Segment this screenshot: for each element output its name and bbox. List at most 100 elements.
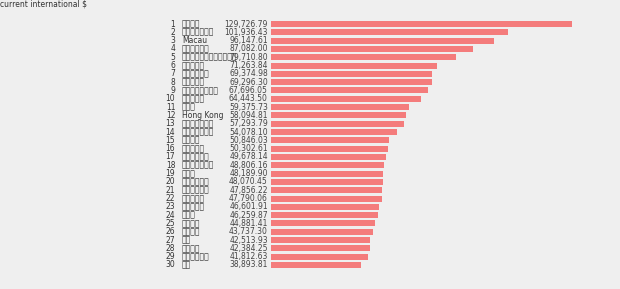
Text: 12: 12 [166,111,175,120]
Text: Hong Kong: Hong Kong [182,111,224,120]
Bar [271,121,404,127]
Text: 17: 17 [166,153,175,162]
Text: クウェート: クウェート [182,61,205,70]
Text: 49,678.14: 49,678.14 [229,153,268,162]
Text: ブルネイ・ダルサラーム国: ブルネイ・ダルサラーム国 [182,53,237,62]
Bar [271,212,378,218]
Text: 48,806.16: 48,806.16 [229,161,268,170]
Text: 16: 16 [166,144,175,153]
Bar [271,46,473,52]
Text: ベルギー: ベルギー [182,219,200,228]
Text: 1: 1 [170,20,175,29]
Text: 28: 28 [166,244,175,253]
Bar [271,262,361,268]
Bar [271,237,370,243]
Text: 67,696.05: 67,696.05 [229,86,268,95]
Text: 3: 3 [170,36,175,45]
Bar [271,54,456,60]
Bar [271,196,382,201]
Text: 日本: 日本 [182,260,191,269]
Text: 19: 19 [166,169,175,178]
Text: 48,189.90: 48,189.90 [229,169,268,178]
Text: 2: 2 [170,28,175,37]
Text: 59,375.73: 59,375.73 [229,103,268,112]
Text: 64,443.50: 64,443.50 [229,94,268,103]
Text: バーレーン: バーレーン [182,144,205,153]
Text: 38,893.81: 38,893.81 [229,260,268,269]
Bar [271,187,382,193]
Text: アラブ首長国連邦: アラブ首長国連邦 [182,86,219,95]
Bar [271,162,384,168]
Text: 15: 15 [166,136,175,145]
Bar [271,112,406,118]
Text: 50,846.03: 50,846.03 [229,136,268,145]
Bar [271,104,409,110]
Text: デンマーク: デンマーク [182,202,205,211]
Text: ドイツ: ドイツ [182,169,196,178]
Text: 41,812.63: 41,812.63 [229,252,268,261]
Bar [271,29,508,35]
Text: 27: 27 [166,236,175,244]
Text: 54,078.10: 54,078.10 [229,127,268,136]
Text: 13: 13 [166,119,175,128]
Text: 87,082.00: 87,082.00 [229,45,268,53]
Text: 5: 5 [170,53,175,62]
Text: 7: 7 [170,69,175,78]
Text: 6: 6 [170,61,175,70]
Text: 21: 21 [166,186,175,195]
Bar [271,171,383,177]
Text: 24: 24 [166,211,175,220]
Text: オーストリア: オーストリア [182,186,210,195]
Text: シンガポール: シンガポール [182,45,210,53]
Text: Macau: Macau [182,36,207,45]
Bar [271,88,428,93]
Text: 50,302.61: 50,302.61 [229,144,268,153]
Text: 23: 23 [166,202,175,211]
Text: カタール: カタール [182,20,200,29]
Text: 11: 11 [166,103,175,112]
Bar [271,62,436,68]
Bar [271,229,373,235]
Text: サンマリノ: サンマリノ [182,94,205,103]
Bar [271,79,432,85]
Text: 129,726.79: 129,726.79 [224,20,268,29]
Bar [271,245,370,251]
Text: 71,263.84: 71,263.84 [229,61,268,70]
Text: 47,856.22: 47,856.22 [229,186,268,195]
Text: 69,296.30: 69,296.30 [229,78,268,87]
Text: 79,710.80: 79,710.80 [229,53,268,62]
Text: ノルウェー: ノルウェー [182,78,205,87]
Bar [271,254,368,260]
Text: フィンランド: フィンランド [182,252,210,261]
Text: 中国台湾省: 中国台湾省 [182,194,205,203]
Text: アメリカ合衆国: アメリカ合衆国 [182,119,215,128]
Text: 29: 29 [166,252,175,261]
Bar [271,204,379,210]
Text: カナダ: カナダ [182,211,196,220]
Text: 48,070.45: 48,070.45 [229,177,268,186]
Text: 58,094.81: 58,094.81 [229,111,268,120]
Text: 10: 10 [166,94,175,103]
Text: 14: 14 [166,127,175,136]
Text: 96,147.61: 96,147.61 [229,36,268,45]
Text: 26: 26 [166,227,175,236]
Text: 20: 20 [166,177,175,186]
Bar [271,154,386,160]
Text: 46,259.87: 46,259.87 [229,211,268,220]
Bar [271,179,383,185]
Bar [271,221,375,227]
Text: スウェーデン: スウェーデン [182,153,210,162]
Text: 44,881.41: 44,881.41 [229,219,268,228]
Bar [271,129,397,135]
Text: スイス: スイス [182,103,196,112]
Text: 22: 22 [166,194,175,203]
Text: 43,737.30: 43,737.30 [229,227,268,236]
Text: 101,936.43: 101,936.43 [224,28,268,37]
Text: 25: 25 [166,219,175,228]
Text: current international $: current international $ [0,0,87,9]
Text: 57,293.79: 57,293.79 [229,119,268,128]
Bar [271,137,389,143]
Text: アイスランド: アイスランド [182,177,210,186]
Text: 4: 4 [170,45,175,53]
Text: オランダ: オランダ [182,136,200,145]
